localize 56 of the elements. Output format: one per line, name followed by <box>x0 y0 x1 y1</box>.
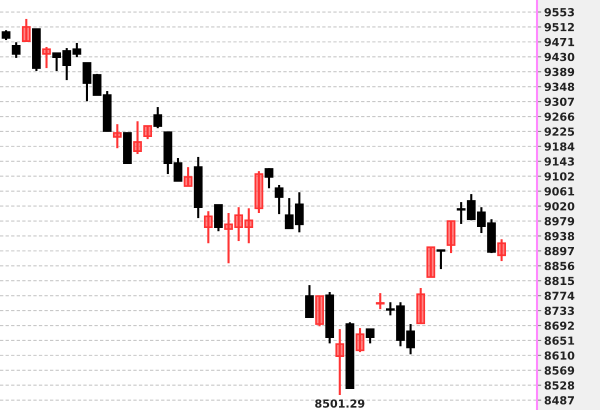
candlestick <box>112 123 122 150</box>
y-tick-label: 9471 <box>544 38 574 46</box>
y-tick-label: 8733 <box>544 306 574 315</box>
candlestick <box>153 106 162 130</box>
y-tick-label: 9225 <box>544 127 574 136</box>
candlestick <box>446 220 456 254</box>
y-tick-label: 8815 <box>544 276 574 286</box>
candlestick <box>274 184 284 216</box>
candlestick <box>335 328 344 396</box>
y-tick-label: 8856 <box>544 262 574 270</box>
candlestick <box>143 124 152 140</box>
y-tick-label: 9307 <box>544 98 574 106</box>
candlestick <box>366 328 375 344</box>
y-tick-label: 9430 <box>544 52 574 62</box>
candlestick <box>416 286 426 324</box>
y-tick-label: 9512 <box>544 22 574 32</box>
y-tick-label: 9389 <box>544 68 574 76</box>
candlestick <box>22 18 31 42</box>
y-tick-label: 8979 <box>544 216 574 226</box>
candlestick <box>204 210 213 244</box>
y-tick-label: 8692 <box>544 322 574 330</box>
y-tick-label: 8897 <box>544 246 574 256</box>
y-tick-label: 8938 <box>544 232 574 240</box>
y-tick-label: 9020 <box>544 202 574 210</box>
y-tick-label: 9061 <box>544 187 574 196</box>
candlestick <box>42 46 51 70</box>
y-tick-label: 8528 <box>544 381 574 390</box>
y-tick-label: 9348 <box>544 82 574 92</box>
y-tick-label: 8487 <box>544 396 574 405</box>
y-tick-label: 8610 <box>544 351 574 360</box>
y-tick-label: 9102 <box>544 172 574 181</box>
candlestick <box>133 120 142 156</box>
candlestick <box>436 249 446 270</box>
y-tick-label: 8774 <box>544 292 574 300</box>
candlestick <box>305 284 314 318</box>
candlestick <box>244 207 254 244</box>
y-tick-label: 9266 <box>544 112 574 121</box>
candlestick <box>497 238 506 262</box>
y-tick-label: 8569 <box>544 366 574 375</box>
annotation: 8501.29 <box>315 399 364 408</box>
candlestick <box>426 246 436 278</box>
y-tick-label: 9553 <box>544 8 574 16</box>
candlestick <box>2 29 10 42</box>
candlestick <box>12 41 21 59</box>
candlestick <box>315 294 324 328</box>
candlestick <box>214 204 223 232</box>
y-tick-label: 9143 <box>544 157 574 166</box>
y-tick-label: 8651 <box>544 336 574 345</box>
candlestick <box>184 166 192 188</box>
candlestick <box>376 292 385 310</box>
candlestick <box>356 327 364 354</box>
y-tick-label: 9184 <box>544 142 574 151</box>
candlestick <box>224 212 233 264</box>
candlestick <box>234 206 244 242</box>
candlestick <box>264 167 274 190</box>
candlestick <box>254 170 264 214</box>
